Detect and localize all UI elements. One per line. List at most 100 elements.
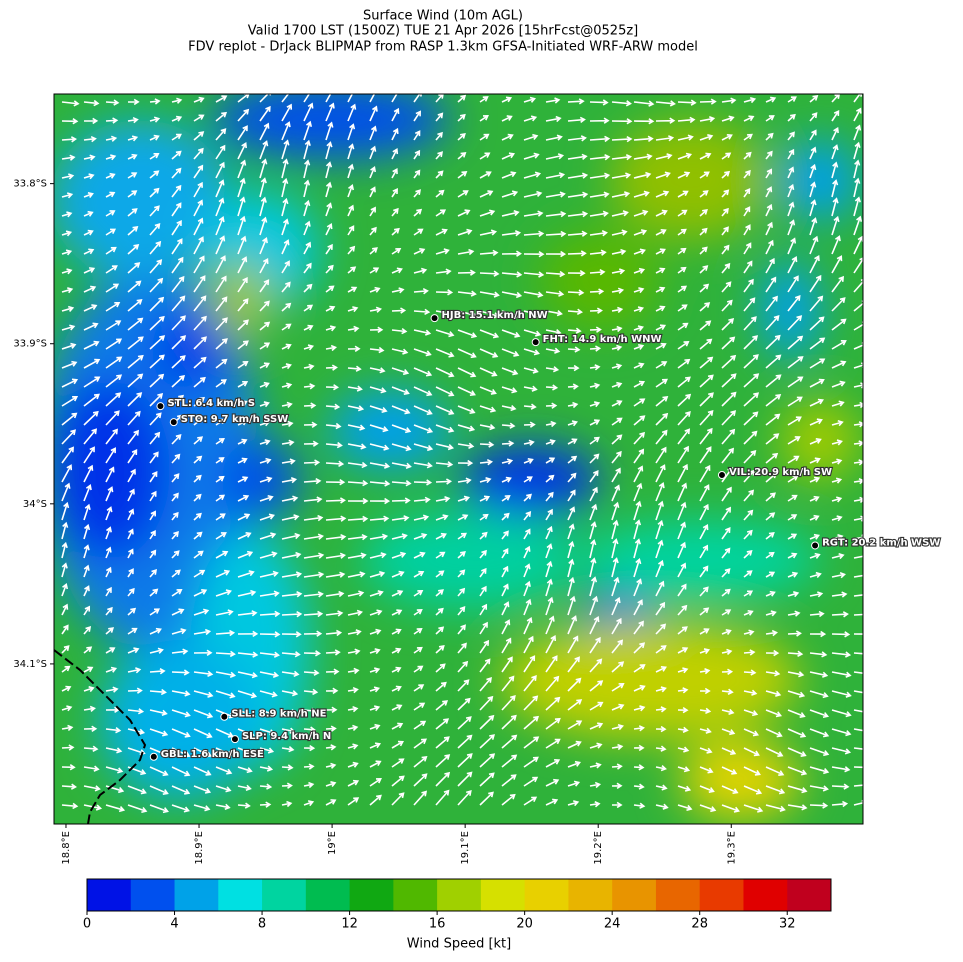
- wind-arrow: [501, 209, 520, 217]
- wind-arrow: [105, 191, 116, 198]
- wind-arrow: [523, 210, 544, 217]
- wind-arrow: [765, 551, 775, 559]
- wind-arrow: [127, 647, 140, 654]
- wind-arrow: [435, 736, 450, 749]
- wind-arrow: [127, 172, 138, 179]
- wind-arrow: [171, 315, 186, 331]
- wind-arrow: [391, 443, 412, 452]
- wind-arrow: [237, 550, 254, 559]
- wind-arrow: [259, 381, 270, 388]
- wind-arrow: [677, 266, 687, 274]
- wind-arrow: [281, 197, 289, 217]
- wind-arrow: [149, 152, 160, 160]
- wind-arrow: [61, 464, 73, 483]
- wind-arrow: [149, 354, 165, 369]
- wind-arrow: [721, 728, 736, 736]
- wind-arrow: [523, 493, 532, 502]
- wind-arrow: [325, 479, 346, 486]
- wind-arrow: [193, 550, 204, 559]
- wind-arrow: [457, 459, 474, 467]
- wind-arrow: [721, 97, 737, 104]
- wind-arrow: [611, 617, 622, 635]
- wind-arrow: [347, 797, 360, 806]
- wind-arrow: [457, 771, 473, 787]
- wind-arrow: [545, 457, 556, 464]
- wind-arrow: [61, 324, 76, 331]
- wind-arrow: [479, 772, 495, 787]
- wind-arrow: [501, 386, 518, 394]
- wind-arrow: [699, 785, 715, 793]
- wind-arrow: [809, 217, 818, 236]
- wind-arrow: [61, 268, 73, 275]
- wind-arrow: [127, 804, 148, 814]
- wind-arrow: [215, 197, 225, 217]
- wind-arrow: [215, 629, 236, 637]
- wind-arrow: [105, 526, 112, 540]
- wind-arrow: [413, 130, 421, 141]
- wind-arrow: [479, 477, 492, 484]
- wind-arrow: [105, 486, 114, 502]
- wind-arrow: [325, 364, 338, 371]
- wind-arrow: [655, 171, 671, 179]
- wind-arrow: [127, 153, 138, 160]
- wind-arrow: [171, 492, 179, 502]
- wind-arrow: [391, 609, 403, 616]
- wind-arrow: [699, 747, 713, 754]
- wind-arrow: [457, 329, 478, 339]
- wind-arrow: [215, 803, 231, 810]
- wind-arrow: [61, 705, 73, 712]
- wind-arrow: [479, 603, 488, 616]
- wind-arrow: [545, 270, 566, 278]
- wind-arrow: [347, 497, 369, 505]
- wind-arrow: [809, 690, 829, 699]
- wind-arrow: [787, 591, 800, 598]
- wind-arrow: [281, 302, 292, 312]
- wind-arrow: [237, 380, 249, 388]
- wind-arrow: [523, 563, 531, 578]
- wind-arrow: [633, 431, 645, 445]
- wind-arrow: [589, 307, 603, 314]
- wind-arrow: [457, 170, 468, 179]
- wind-arrow: [435, 663, 446, 673]
- wind-arrow: [545, 491, 554, 502]
- wind-arrow: [655, 446, 667, 464]
- wind-arrow: [765, 203, 773, 217]
- wind-arrow: [479, 190, 494, 198]
- wind-arrow: [545, 210, 567, 218]
- wind-arrow: [391, 590, 404, 597]
- wind-arrow: [303, 630, 323, 637]
- wind-arrow: [149, 187, 160, 198]
- wind-arrow: [611, 153, 633, 161]
- wind-arrow: [237, 570, 255, 578]
- wind-arrow: [721, 207, 729, 217]
- wind-arrow: [259, 801, 272, 808]
- wind-arrow: [677, 562, 687, 578]
- wind-arrow: [281, 420, 294, 428]
- wind-arrow: [347, 123, 356, 141]
- colorbar: 0 4 8 12 16 20 24 28 32: [83, 878, 832, 932]
- wind-arrow: [347, 365, 362, 372]
- wind-arrow: [567, 558, 575, 578]
- wind-arrow: [589, 117, 610, 124]
- wind-arrow: [413, 424, 434, 434]
- wind-arrow: [853, 342, 863, 350]
- wind-arrow: [677, 785, 692, 792]
- wind-arrow: [127, 410, 141, 426]
- wind-arrow: [787, 494, 798, 502]
- wind-arrow: [61, 173, 75, 180]
- wind-arrow: [721, 115, 735, 122]
- wind-arrow: [171, 628, 187, 635]
- wind-arrow: [765, 433, 780, 445]
- wind-arrow: [831, 400, 845, 407]
- wind-arrow: [347, 405, 365, 412]
- wind-arrow: [589, 191, 610, 198]
- wind-arrow: [853, 534, 863, 541]
- station-marker: [230, 735, 239, 744]
- wind-arrow: [655, 580, 665, 597]
- wind-arrow: [391, 187, 398, 198]
- wind-arrow: [589, 419, 601, 426]
- wind-arrow: [347, 443, 367, 450]
- wind-arrow: [127, 528, 134, 540]
- wind-arrow: [479, 714, 495, 730]
- wind-arrow: [589, 503, 598, 521]
